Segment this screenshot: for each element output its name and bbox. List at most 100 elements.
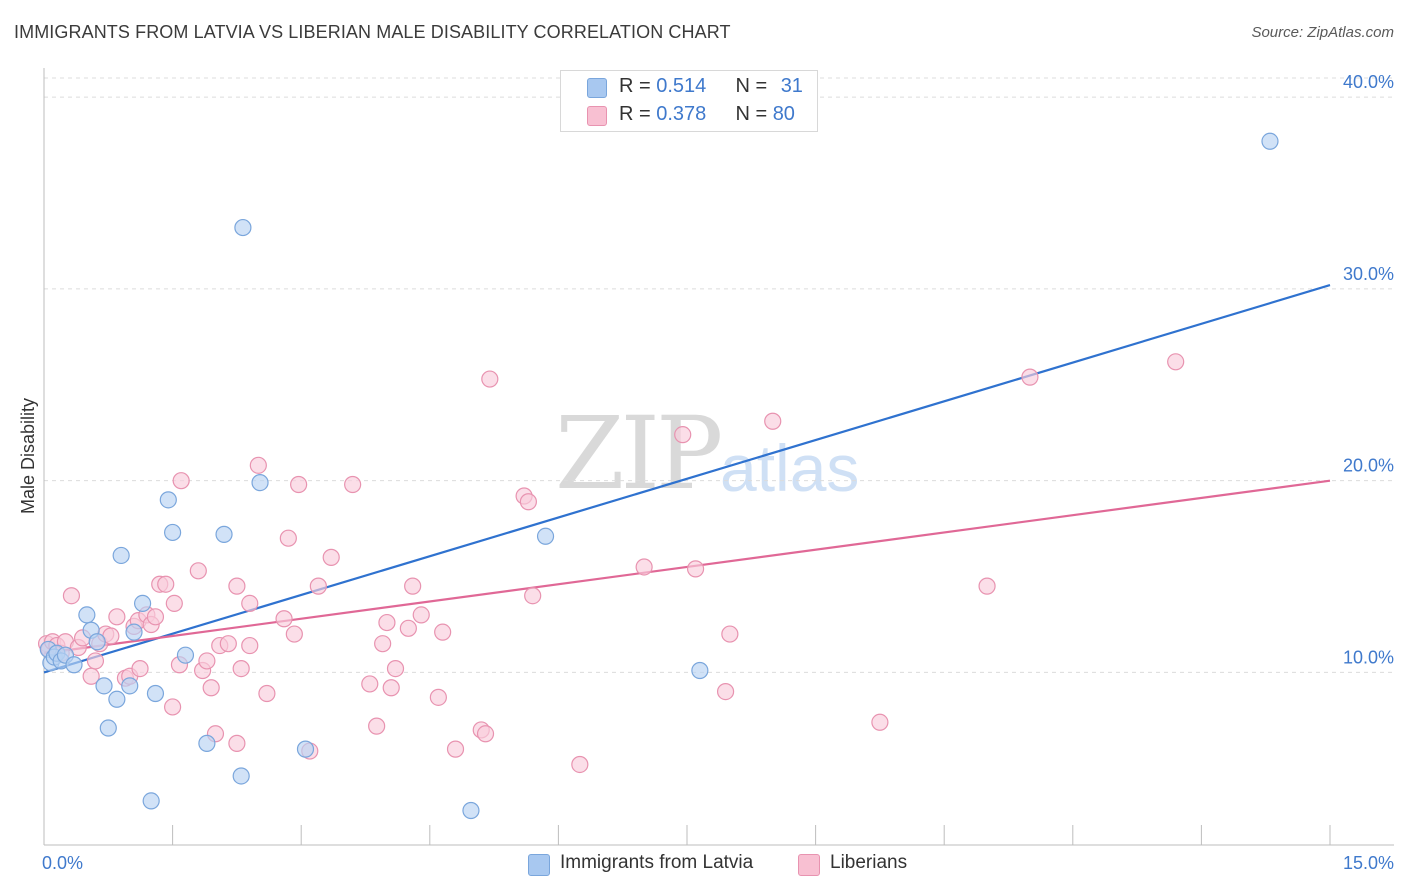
liberians-point: [232, 659, 250, 678]
legend-label-latvia: Immigrants from Latvia: [560, 852, 754, 873]
liberians-point: [519, 493, 537, 511]
liberians-point: [1021, 368, 1039, 386]
liberians-point: [157, 575, 175, 593]
latvia-point: [121, 677, 139, 695]
latvia-point: [112, 546, 130, 565]
liberians-point: [189, 562, 207, 580]
liberians-point: [764, 412, 782, 430]
latvia-point: [234, 218, 252, 237]
liberians-point: [285, 625, 303, 643]
y-tick-label: 30.0%: [1343, 264, 1394, 284]
legend-row-liberians: R = 0.378 N = 80: [561, 101, 817, 129]
latvia-point: [125, 623, 143, 641]
liberians-point: [716, 682, 735, 701]
liberians-point: [241, 636, 259, 655]
liberians-point: [382, 679, 400, 697]
axis-labels: 10.0% 20.0% 30.0% 40.0% 0.0% 15.0% Male Disabi…: [18, 72, 1394, 873]
liberians-point: [202, 679, 220, 697]
liberians-point: [434, 623, 452, 641]
latvia-trend-line: [43, 284, 1331, 674]
latvia-point: [1261, 132, 1279, 150]
liberians-point: [131, 659, 149, 678]
series-legend: Immigrants from Latvia Liberians: [0, 852, 1406, 880]
legend-row-latvia: R = 0.514 N = 31: [561, 73, 817, 101]
latvia-point: [462, 801, 480, 820]
latvia-point: [99, 719, 117, 737]
gridlines: [44, 77, 1394, 673]
legend-n-value: 80: [772, 103, 795, 125]
latvia-point: [142, 792, 160, 810]
liberians-point: [275, 610, 293, 628]
legend-r-label: R =: [619, 75, 657, 97]
y-tick-label: 40.0%: [1343, 72, 1394, 92]
liberians-point: [386, 659, 405, 678]
liberians-point: [249, 456, 267, 474]
liberians-point: [219, 635, 237, 653]
liberians-point: [571, 755, 589, 774]
latvia-point: [95, 677, 113, 695]
latvia-point: [65, 656, 83, 674]
legend-r-label: R =: [619, 103, 657, 125]
liberians-point: [399, 619, 417, 637]
liberians-point: [279, 529, 297, 547]
source-credit: Source: ZipAtlas.com: [1251, 24, 1394, 41]
legend-r-value: 0.378: [656, 103, 707, 125]
liberians-point: [172, 472, 190, 490]
liberians-point: [1167, 353, 1185, 371]
legend-n-value: 31: [780, 75, 803, 97]
liberians-point: [429, 688, 447, 706]
y-axis-title: Male Disability: [18, 398, 38, 514]
liberians-point: [86, 652, 105, 670]
liberians-point: [146, 608, 165, 626]
liberians-point: [446, 740, 465, 758]
trend-lines: [43, 284, 1331, 674]
liberians-point: [228, 577, 246, 595]
liberians-point: [476, 725, 495, 743]
latvia-point: [88, 633, 106, 651]
latvia-point: [164, 523, 182, 542]
legend-n-label: N =: [735, 103, 773, 125]
latvia-point: [536, 527, 555, 545]
liberians-point: [241, 594, 259, 612]
liberians-point: [524, 587, 542, 605]
liberians-point: [322, 548, 340, 566]
latvia-point: [251, 473, 269, 492]
liberians-point: [404, 577, 422, 595]
liberians-point: [165, 594, 183, 612]
legend-label-liberians: Liberians: [830, 852, 908, 873]
liberians-point: [412, 606, 430, 624]
liberians-point: [309, 577, 327, 595]
liberians-point: [164, 698, 182, 716]
axes: [43, 68, 1394, 846]
liberians-point: [62, 587, 81, 605]
latvia-point: [198, 734, 216, 752]
legend-swatch-liberians: [587, 106, 607, 126]
liberians-point: [481, 370, 499, 388]
liberians-trend-line: [43, 479, 1331, 655]
liberians-point: [978, 577, 996, 595]
legend-swatch-latvia: [528, 854, 550, 876]
x-tick-label: 15.0%: [1343, 853, 1394, 873]
legend-r-value: 0.514: [656, 75, 707, 97]
liberians-point: [228, 734, 246, 752]
latvia-point: [176, 646, 195, 664]
liberians-point: [378, 613, 396, 632]
watermark-atlas: atlas: [720, 431, 860, 505]
legend-swatch-liberians: [798, 854, 820, 876]
liberians-point: [290, 475, 308, 494]
latvia-point: [108, 690, 126, 708]
liberians-point: [361, 675, 379, 693]
x-tick-label: 0.0%: [42, 853, 83, 873]
liberians-point: [368, 717, 386, 735]
latvia-point: [133, 594, 152, 612]
y-tick-label: 20.0%: [1343, 456, 1394, 476]
liberians-point: [198, 652, 216, 670]
liberians-point: [871, 713, 889, 731]
liberians-point: [674, 426, 692, 444]
data-points: [37, 132, 1279, 820]
latvia-point: [296, 740, 315, 758]
liberians-point: [344, 475, 362, 494]
latvia-point: [232, 767, 250, 785]
legend-swatch-latvia: [587, 78, 607, 98]
